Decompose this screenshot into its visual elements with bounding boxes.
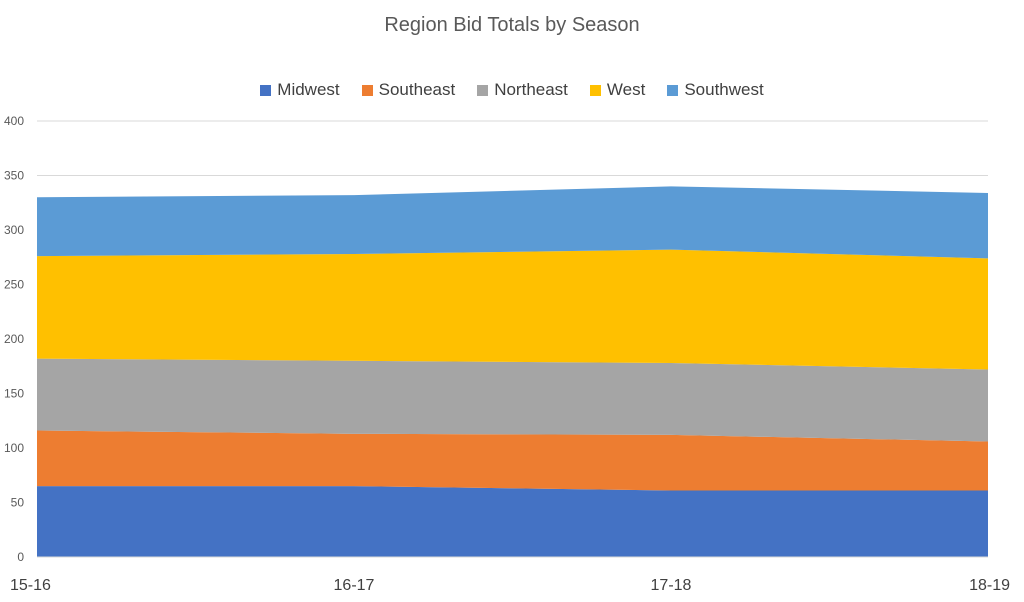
legend-label: Southeast: [378, 80, 456, 99]
legend-item-southwest: Southwest: [667, 80, 764, 100]
legend-item-west: West: [589, 80, 646, 100]
x-tick-label: 16-17: [334, 577, 375, 594]
y-tick-label: 300: [4, 223, 24, 237]
y-tick-label: 400: [4, 114, 24, 128]
legend-label: Southwest: [684, 80, 764, 99]
legend-swatch: [260, 84, 272, 96]
x-tick-label: 18-19: [969, 577, 1010, 594]
chart-title: Region Bid Totals by Season: [384, 14, 640, 36]
legend-label: West: [606, 80, 646, 99]
y-tick-label: 100: [4, 441, 24, 455]
chart-legend: Midwest Southeast Northeast West Southwest: [0, 80, 1024, 100]
area-northeast: [37, 358, 988, 442]
legend-label: Midwest: [277, 80, 340, 99]
y-tick-label: 50: [11, 496, 25, 510]
area-southeast: [37, 430, 988, 491]
x-tick-label: 15-16: [10, 577, 51, 594]
area-midwest: [37, 486, 988, 557]
legend-label: Northeast: [494, 80, 568, 99]
legend-swatch: [361, 84, 373, 96]
y-tick-label: 350: [4, 169, 24, 183]
legend-item-northeast: Northeast: [477, 80, 568, 100]
x-tick-label: 17-18: [651, 577, 692, 594]
area-southwest: [37, 186, 988, 259]
y-tick-label: 0: [17, 550, 24, 564]
y-tick-label: 250: [4, 278, 24, 292]
legend-swatch: [589, 84, 601, 96]
y-tick-label: 150: [4, 387, 24, 401]
legend-item-midwest: Midwest: [260, 80, 340, 100]
legend-swatch: [667, 84, 679, 96]
legend-swatch: [477, 84, 489, 96]
y-tick-label: 200: [4, 332, 24, 346]
legend-item-southeast: Southeast: [361, 80, 456, 100]
area-west: [37, 249, 988, 370]
